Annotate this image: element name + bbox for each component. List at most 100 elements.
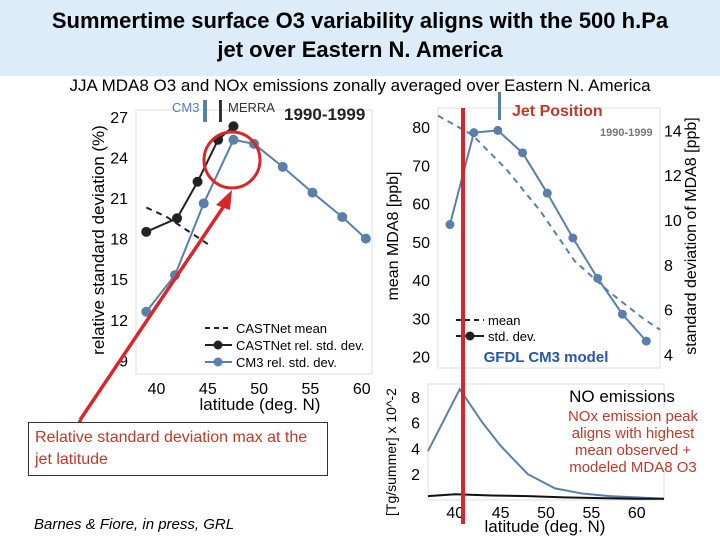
right-annotation-line-2: aligns with highest: [571, 425, 695, 442]
left-xtick-label: 45: [199, 381, 217, 398]
right-legend: mean std. dev.: [456, 313, 536, 344]
point-cm3-std: [141, 306, 152, 317]
left-legend: CASTNet mean CASTNet rel. std. dev. CM3 …: [205, 321, 364, 370]
left-ytick-label: 9: [119, 353, 128, 370]
right-y2tick-label: 6: [664, 303, 673, 320]
right-annotation-line-1: NOx emission peak: [567, 408, 699, 425]
right-y2tick-label: 14: [664, 123, 682, 140]
right-ytick-label: 60: [412, 197, 430, 214]
slide-title: Summertime surface O3 variability aligns…: [0, 6, 720, 64]
left-xtick-label: 40: [148, 381, 166, 398]
citation: Barnes & Fiore, in press, GRL: [34, 516, 235, 533]
left-xtick-label: 60: [353, 381, 371, 398]
left-ytick-label: 15: [110, 272, 128, 289]
left-ytick-label: 18: [110, 232, 128, 249]
left-ytick-label: 12: [110, 313, 128, 330]
point-cm3-std: [307, 187, 318, 198]
gfdl-model-label: GFDL CM3 model: [484, 349, 609, 366]
left-ytick-label: 27: [110, 110, 128, 127]
point-cm3-std: [228, 134, 239, 145]
right-ytick-label: 80: [412, 120, 430, 137]
left-ytick-label: 21: [110, 191, 128, 208]
no-xtick-label: 45: [492, 505, 510, 522]
left-ytick-label: 24: [110, 150, 128, 167]
series-line-mean: [437, 114, 661, 331]
right-y2tick-label: 12: [664, 168, 682, 185]
legend-cm3-std: CM3 rel. std. dev.: [236, 355, 337, 370]
annotation-arrowhead: [216, 190, 232, 210]
right-chart: 20 30 40 50 60 70 80 4 6 8 10 12 14 mean MDA8 [ppb]…: [385, 92, 700, 369]
point-castnet-std: [192, 176, 203, 187]
chart-subtitle: JJA MDA8 O3 and NOx emissions zonally av…: [69, 76, 651, 95]
right-annotation-box: NOx emission peak aligns with highest me…: [548, 408, 718, 476]
point-cm3-std: [360, 233, 371, 244]
no-xtick-label: 60: [628, 505, 646, 522]
legend-std-marker: [465, 331, 475, 341]
left-xlabel: latitude (deg. N): [200, 395, 321, 414]
period-label-right: 1990-1999: [600, 127, 653, 139]
right-ytick-label: 50: [412, 235, 430, 252]
point-std: [493, 125, 503, 135]
point-std: [617, 309, 627, 319]
legend-std: std. dev.: [488, 329, 536, 344]
left-annotation-box: Relative standard deviation max at the j…: [28, 422, 328, 476]
title-line-2: jet over Eastern N. America: [217, 37, 503, 62]
left-chart: 9 12 15 18 21 24 27 40 45 50 55 60 relative standa…: [89, 100, 373, 414]
right-ytick-label: 30: [412, 311, 430, 328]
legend-castnet-std: CASTNet rel. std. dev.: [236, 338, 364, 353]
right-annotation-line-4: modeled MDA8 O3: [569, 459, 697, 476]
merra-tag-bar: [219, 100, 222, 122]
series-line-castnet-mean: [145, 206, 209, 245]
annotation-arrow: [78, 199, 230, 421]
right-ytick-label: 20: [412, 350, 430, 367]
point-cm3-std: [277, 161, 288, 172]
no-xlabel: latitude (deg. N): [485, 517, 606, 536]
point-std: [641, 336, 651, 346]
right-plot-area: [437, 107, 661, 369]
point-std: [542, 188, 552, 198]
left-annotation-text: Relative standard deviation max at the j…: [35, 429, 308, 468]
point-std: [568, 233, 578, 243]
point-cm3-std: [198, 198, 209, 209]
no-ytick-label: 2: [411, 467, 420, 484]
right-y2tick-label: 8: [664, 258, 673, 275]
point-std: [445, 220, 455, 230]
merra-tag: MERRA: [228, 100, 275, 115]
legend-castnet-mean: CASTNet mean: [236, 321, 327, 336]
no-ytick-label: 8: [411, 390, 420, 407]
cm3-tag-bar: [203, 100, 207, 122]
legend-mean: mean: [488, 313, 521, 328]
point-castnet-std: [141, 226, 152, 237]
legend-cm3-marker: [213, 357, 223, 367]
point-castnet-std: [172, 213, 183, 224]
right-y2tick-label: 4: [664, 348, 673, 365]
right-ylabel: mean MDA8 [ppb]: [385, 172, 402, 301]
left-xtick-label: 50: [250, 381, 268, 398]
point-std: [593, 273, 603, 283]
no-emissions-title: NO emissions: [569, 387, 675, 406]
no-xtick-label: 40: [446, 505, 464, 522]
left-plot-area: [135, 109, 373, 375]
point-std: [469, 128, 479, 138]
point-std: [518, 148, 528, 158]
no-ylabel: [Tg/summer] x 10^-2: [383, 388, 399, 516]
right-y2tick-label: 10: [664, 213, 682, 230]
jet-position-label: Jet Position: [512, 103, 603, 120]
title-banner: [0, 0, 720, 76]
jet-tag-bar: [498, 92, 501, 120]
right-ytick-label: 40: [412, 273, 430, 290]
right-y2label: standard deviation of MDA8 [ppb]: [683, 117, 700, 354]
right-annotation-line-3: mean observed +: [574, 442, 692, 459]
legend-castnet-marker: [213, 340, 223, 350]
cm3-tag: CM3: [172, 100, 199, 115]
right-ytick-label: 70: [412, 158, 430, 175]
left-xtick-label: 55: [302, 381, 320, 398]
left-ylabel: relative standard deviation (%): [89, 125, 108, 355]
title-line-1: Summertime surface O3 variability aligns…: [51, 8, 669, 33]
highlight-circle: [202, 130, 262, 190]
no-ytick-label: 6: [411, 416, 420, 433]
series-line-no-emissions: [427, 387, 665, 500]
period-label-left: 1990-1999: [284, 105, 365, 124]
point-castnet-std: [228, 121, 239, 132]
no-ytick-label: 4: [411, 441, 420, 458]
